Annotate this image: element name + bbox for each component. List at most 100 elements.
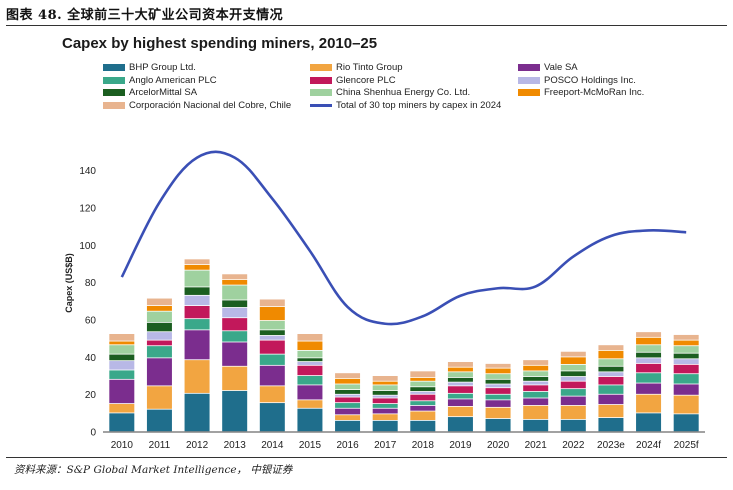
bar-stack bbox=[222, 274, 248, 432]
bar-segment bbox=[297, 376, 323, 385]
bar-segment bbox=[259, 330, 285, 336]
bar-segment bbox=[636, 363, 662, 373]
bar-stack bbox=[335, 373, 361, 432]
x-tick-label: 2020 bbox=[487, 440, 510, 451]
bar-segment bbox=[673, 353, 699, 359]
bar-segment bbox=[146, 409, 172, 432]
bar-segment bbox=[297, 400, 323, 408]
bar-segment bbox=[673, 334, 699, 340]
x-tick-label: 2010 bbox=[111, 440, 134, 451]
bar-stack bbox=[636, 332, 662, 432]
bar-segment bbox=[146, 358, 172, 386]
bar-segment bbox=[222, 307, 248, 318]
top-divider bbox=[6, 25, 727, 26]
bar-segment bbox=[636, 373, 662, 383]
bar-segment bbox=[184, 306, 210, 319]
bar-segment bbox=[523, 365, 549, 371]
bar-stack bbox=[410, 371, 436, 432]
bar-segment bbox=[523, 391, 549, 398]
legend-label: POSCO Holdings Inc. bbox=[544, 74, 636, 86]
bar-stack bbox=[447, 362, 473, 432]
bar-segment bbox=[447, 386, 473, 393]
bar-segment bbox=[222, 300, 248, 308]
bar-segment bbox=[297, 362, 323, 365]
bar-segment bbox=[184, 319, 210, 330]
bar-segment bbox=[447, 417, 473, 432]
legend-line-swatch bbox=[310, 103, 332, 107]
bar-segment bbox=[598, 359, 624, 366]
bar-segment bbox=[598, 418, 624, 432]
bar-segment bbox=[372, 408, 398, 414]
bar-segment bbox=[560, 371, 586, 377]
bar-segment bbox=[335, 408, 361, 415]
legend-item: Glencore PLC bbox=[310, 75, 396, 86]
bar-stack bbox=[485, 363, 511, 432]
bar-segment bbox=[259, 306, 285, 321]
x-tick-label: 2014 bbox=[261, 440, 284, 451]
bar-segment bbox=[598, 394, 624, 405]
x-tick-label: 2011 bbox=[149, 440, 171, 451]
bar-segment bbox=[297, 408, 323, 432]
legend-label: ArcelorMittal SA bbox=[129, 87, 198, 98]
legend-swatch bbox=[518, 89, 540, 96]
bar-segment bbox=[222, 331, 248, 342]
legend-label: Glencore PLC bbox=[336, 74, 396, 86]
bottom-divider bbox=[6, 457, 727, 458]
bar-segment bbox=[146, 311, 172, 322]
bar-segment bbox=[335, 373, 361, 378]
bar-segment bbox=[410, 391, 436, 394]
bar-segment bbox=[372, 395, 398, 398]
legend-item: POSCO Holdings Inc. bbox=[518, 75, 636, 86]
bar-segment bbox=[636, 332, 662, 337]
bar-segment bbox=[146, 340, 172, 346]
bar-stack bbox=[184, 259, 210, 432]
y-axis-label: Capex (US$B) bbox=[64, 253, 74, 313]
chart-title: Capex by highest spending miners, 2010–2… bbox=[62, 35, 378, 52]
legend-label: Vale SA bbox=[544, 62, 578, 73]
bar-segment bbox=[297, 358, 323, 362]
bar-segment bbox=[410, 411, 436, 420]
x-tick-label: 2016 bbox=[336, 440, 359, 451]
legend-item: Rio Tinto Group bbox=[310, 62, 403, 73]
bar-segment bbox=[372, 390, 398, 395]
bar-segment bbox=[485, 374, 511, 379]
bar-segment bbox=[673, 395, 699, 414]
y-tick-label: 0 bbox=[90, 428, 96, 439]
x-tick-label: 2013 bbox=[224, 440, 247, 451]
bar-segment bbox=[146, 386, 172, 409]
bar-segment bbox=[410, 405, 436, 411]
x-tick-label: 2023e bbox=[597, 440, 625, 451]
bar-segment bbox=[598, 376, 624, 385]
bar-segment bbox=[184, 270, 210, 287]
bar-segment bbox=[297, 385, 323, 400]
bar-stack bbox=[259, 299, 285, 432]
bar-segment bbox=[259, 340, 285, 354]
bar-segment bbox=[485, 418, 511, 432]
x-tick-label: 2021 bbox=[525, 440, 548, 451]
bar-segment bbox=[673, 414, 699, 432]
legend-label: Anglo American PLC bbox=[129, 74, 217, 86]
bar-segment bbox=[335, 378, 361, 384]
legend-label: Rio Tinto Group bbox=[336, 62, 403, 73]
bar-segment bbox=[485, 384, 511, 388]
legend-item: Corporación Nacional del Cobre, Chile bbox=[103, 100, 291, 111]
bar-segment bbox=[485, 400, 511, 407]
legend-item: Freeport-McMoRan Inc. bbox=[518, 87, 644, 98]
bar-segment bbox=[372, 376, 398, 381]
legend-swatch bbox=[310, 76, 332, 84]
bar-segment bbox=[523, 398, 549, 406]
legend-item: BHP Group Ltd. bbox=[103, 62, 196, 73]
bar-segment bbox=[146, 346, 172, 358]
bar-segment bbox=[598, 404, 624, 418]
bar-segment bbox=[335, 384, 361, 390]
legend-item: China Shenhua Energy Co. Ltd. bbox=[310, 87, 470, 98]
bar-segment bbox=[673, 364, 699, 374]
bar-segment bbox=[485, 388, 511, 394]
bar-segment bbox=[598, 385, 624, 394]
x-tick-label: 2015 bbox=[299, 440, 322, 451]
bar-segment bbox=[673, 374, 699, 384]
y-tick-label: 120 bbox=[79, 204, 96, 215]
bar-segment bbox=[598, 366, 624, 372]
bar-segment bbox=[184, 259, 210, 265]
total-capex-line bbox=[120, 150, 687, 326]
